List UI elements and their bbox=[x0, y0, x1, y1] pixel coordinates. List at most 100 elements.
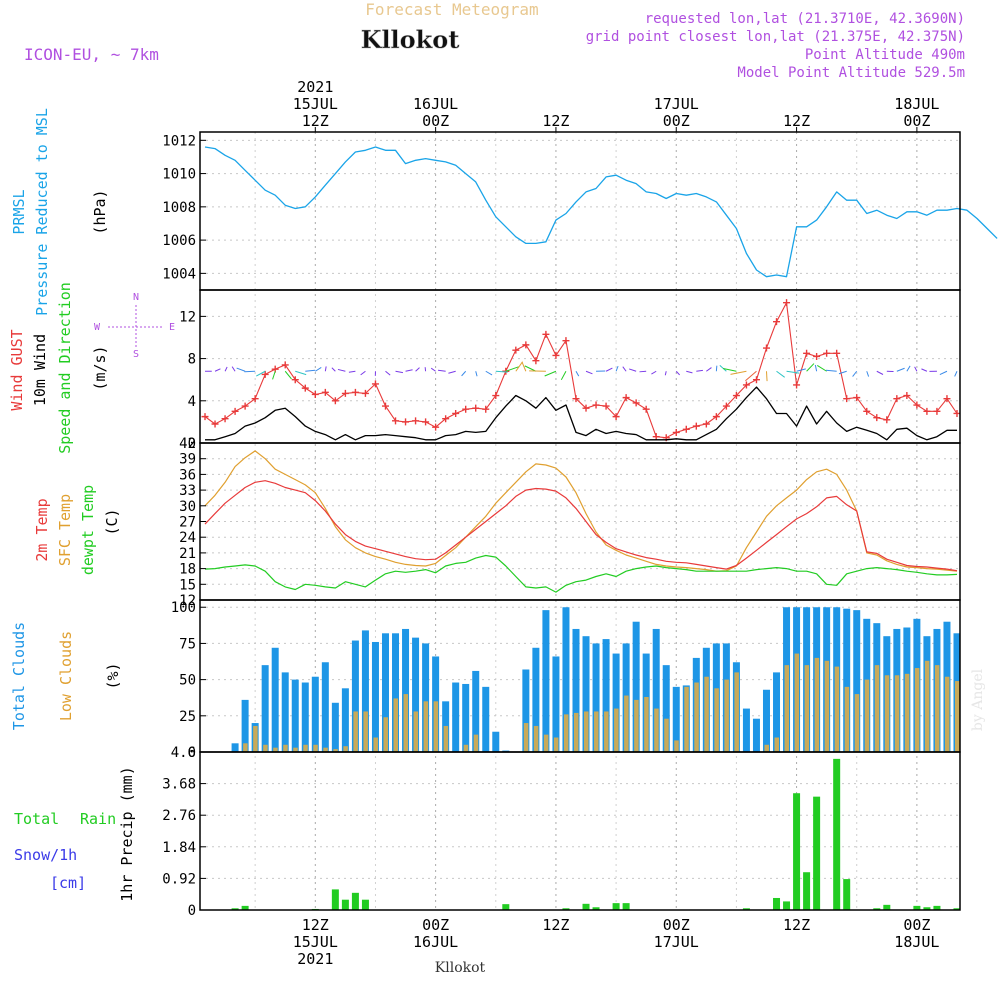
wind-gust-marker bbox=[752, 376, 760, 384]
wind-gust-marker bbox=[432, 423, 440, 431]
wind-gust-marker bbox=[361, 389, 369, 397]
wind-direction-arrow bbox=[585, 370, 593, 375]
wind-direction-arrow bbox=[430, 367, 436, 372]
precip-bar bbox=[582, 903, 590, 910]
total-clouds-bar bbox=[752, 718, 760, 752]
wind-gust-marker bbox=[933, 407, 941, 415]
precip-axis-label: 1hr Precip (mm) bbox=[118, 766, 136, 901]
wind-direction-arrow bbox=[852, 370, 858, 377]
precip-bar bbox=[873, 908, 881, 910]
total-clouds-bar bbox=[271, 647, 279, 752]
clouds-tick-label: 75 bbox=[179, 636, 196, 652]
wind-direction-arrow bbox=[719, 365, 727, 372]
wind-gust-marker bbox=[261, 370, 269, 378]
temp-tick-label: 15 bbox=[179, 577, 196, 593]
low-clouds-bar bbox=[283, 744, 288, 752]
pressure-unit-label: (hPa) bbox=[91, 189, 109, 234]
low-clouds-bar bbox=[914, 668, 920, 752]
low-clouds-bar bbox=[403, 694, 409, 752]
low-clouds-bar bbox=[904, 673, 910, 752]
total-clouds-bar bbox=[452, 682, 460, 752]
low-clouds-bar bbox=[323, 747, 328, 752]
wind-gust-marker bbox=[542, 330, 550, 338]
wind-direction-arrow bbox=[495, 370, 508, 373]
meteogram-subtitle: Forecast Meteogram bbox=[365, 0, 538, 19]
low-clouds-bar bbox=[644, 696, 649, 752]
precip-bar bbox=[562, 908, 570, 910]
total-clouds-bar bbox=[492, 731, 500, 752]
pressure-tick-label: 1012 bbox=[162, 133, 196, 149]
low-clouds-bar bbox=[614, 708, 619, 752]
precip-bar bbox=[361, 899, 369, 910]
low-clouds-bar bbox=[553, 737, 559, 752]
total-clouds-bar bbox=[662, 665, 670, 752]
precip-bar bbox=[231, 908, 239, 910]
total-clouds-bar bbox=[602, 639, 610, 752]
low-clouds-bar bbox=[654, 708, 659, 752]
top-time-label: 12Z bbox=[542, 112, 569, 130]
wind-direction-arrow bbox=[745, 370, 757, 382]
wind-10m-label: 10m Wind bbox=[31, 334, 49, 406]
total-clouds-bar bbox=[542, 610, 550, 752]
wind-gust-marker bbox=[231, 407, 239, 415]
wind-gust-marker bbox=[622, 394, 630, 402]
pressure-frame bbox=[199, 131, 961, 291]
bottom-time-label: 00Z bbox=[663, 916, 690, 934]
low-clouds-bar bbox=[413, 711, 419, 752]
wind-gust-marker bbox=[803, 349, 811, 357]
wind-direction-arrow bbox=[448, 370, 456, 374]
precip-bar bbox=[813, 796, 821, 910]
bottom-time-label: 12Z bbox=[302, 916, 329, 934]
wind-direction-arrow bbox=[236, 367, 246, 372]
low-clouds-bar bbox=[594, 711, 599, 752]
precip-bar bbox=[592, 907, 600, 910]
total-clouds-bar bbox=[843, 608, 851, 752]
wind-frame bbox=[199, 289, 961, 444]
precip-bar bbox=[341, 899, 349, 910]
total-clouds-bar bbox=[853, 610, 861, 752]
wind-gust-marker bbox=[773, 318, 781, 326]
precip-bar bbox=[843, 879, 851, 910]
wind-gust-marker bbox=[642, 405, 650, 413]
precip-bar bbox=[612, 903, 620, 910]
wind-direction-arrow bbox=[415, 367, 420, 372]
wind-gust-marker bbox=[381, 402, 389, 410]
model-altitude: Model Point Altitude 529.5m bbox=[737, 65, 965, 81]
wind-gust-marker bbox=[442, 415, 450, 423]
wind-gust-marker bbox=[512, 346, 520, 354]
total-clouds-bar bbox=[281, 672, 289, 752]
wind-gust-marker bbox=[291, 376, 299, 384]
total-clouds-bar bbox=[231, 743, 239, 752]
total-clouds-bar bbox=[412, 637, 420, 752]
wind-gust-marker bbox=[351, 388, 359, 396]
wind-direction-arrow bbox=[664, 371, 667, 376]
total-clouds-bar bbox=[301, 682, 309, 752]
wind-direction-arrow bbox=[838, 370, 847, 375]
wind-direction-arrow bbox=[639, 370, 647, 373]
pressure-tick-label: 1006 bbox=[162, 233, 196, 249]
total-clouds-bar bbox=[291, 679, 299, 752]
wind-gust-marker bbox=[672, 428, 680, 436]
wind-direction-arrow bbox=[786, 370, 800, 374]
wind-gust-marker bbox=[833, 349, 841, 357]
wind-direction-arrow bbox=[776, 370, 785, 378]
wind-direction-arrow bbox=[485, 370, 493, 376]
low-clouds-bar bbox=[764, 744, 769, 752]
low-clouds-bar bbox=[343, 746, 348, 752]
wind-gust-marker bbox=[843, 395, 851, 403]
wind-direction-arrow bbox=[651, 370, 657, 375]
wind-gust-marker bbox=[301, 384, 309, 392]
low-clouds-bar bbox=[463, 744, 469, 752]
wind-direction-arrow bbox=[906, 365, 911, 372]
clouds-tick-label: 0 bbox=[188, 745, 196, 761]
wind-direction-arrow bbox=[214, 368, 221, 372]
precip-bar bbox=[933, 905, 941, 910]
wind-direction-arrow bbox=[866, 371, 870, 377]
precip-bar bbox=[773, 897, 781, 910]
wind-gust-marker bbox=[943, 395, 951, 403]
low-clouds-bar bbox=[854, 694, 860, 752]
low-clouds-bar bbox=[303, 744, 308, 752]
low-clouds-bar bbox=[243, 743, 248, 752]
temp-tick-label: 12 bbox=[179, 593, 196, 609]
wind-gust-marker bbox=[221, 415, 229, 423]
